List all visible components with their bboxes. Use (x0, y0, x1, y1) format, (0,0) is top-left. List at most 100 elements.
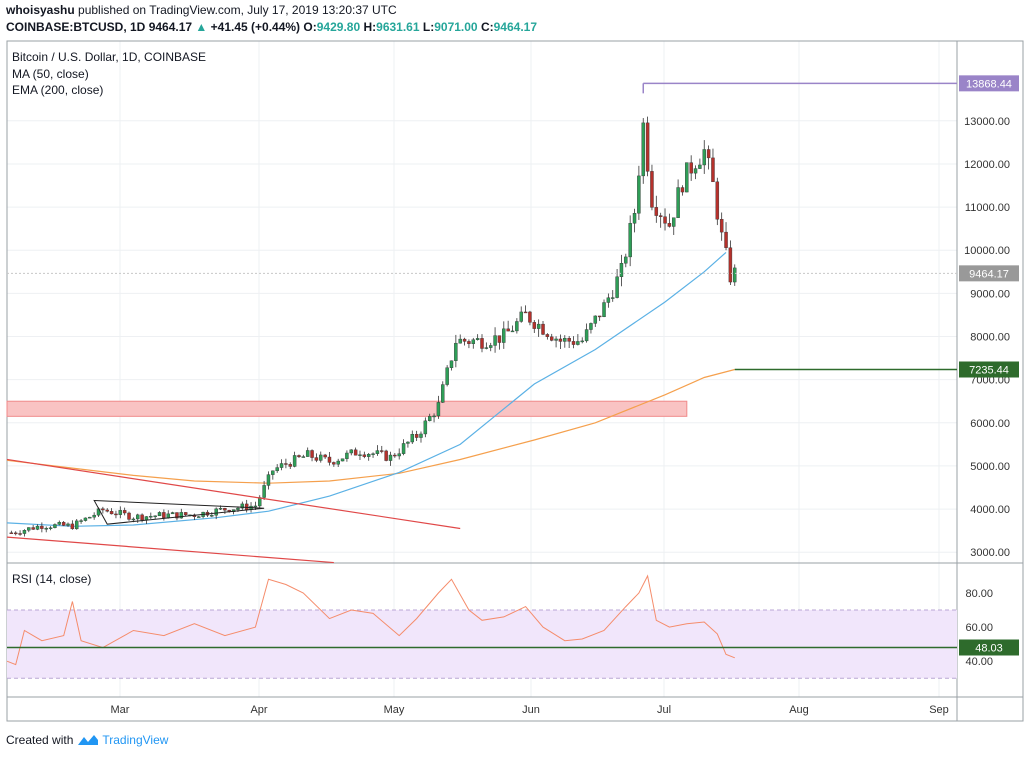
ema-legend: EMA (200, close) (12, 83, 103, 97)
candle-body (136, 514, 140, 520)
candle-body (615, 276, 619, 298)
candle-body (223, 507, 227, 511)
candle-body (401, 443, 406, 454)
candle-body (576, 341, 580, 345)
candle (693, 165, 698, 180)
candle-body (44, 527, 48, 530)
candle-body (702, 149, 706, 166)
candle (580, 337, 584, 344)
price-tags: 13868.44 9464.17 7235.44 48.03 (959, 75, 1019, 656)
candle (83, 517, 88, 522)
candle-body (558, 338, 563, 342)
candle (48, 526, 53, 531)
candle (571, 336, 576, 349)
candle (733, 264, 737, 286)
x-tick-label: Apr (250, 704, 267, 716)
candle-body (288, 464, 292, 467)
candle (109, 508, 114, 515)
candle (593, 315, 598, 327)
candle-body (253, 505, 258, 508)
candle-body (484, 347, 489, 349)
candle (554, 336, 558, 348)
candle-body (475, 338, 480, 340)
candle-body (166, 513, 170, 518)
candle (57, 520, 62, 526)
candle (515, 318, 519, 334)
candle-body (74, 520, 79, 530)
candle-body (728, 247, 733, 283)
candle-body (406, 441, 410, 444)
candle-body (140, 514, 144, 521)
candle-body (432, 415, 436, 418)
candle (558, 334, 563, 350)
candle (74, 518, 79, 530)
rsi-band (7, 610, 957, 679)
candle (462, 337, 467, 346)
candle-body (427, 416, 432, 422)
candle (624, 253, 628, 268)
x-tick-label: May (384, 704, 405, 716)
candle (118, 506, 123, 519)
candle (366, 452, 371, 461)
candle (658, 212, 663, 228)
candle (127, 511, 131, 521)
candle (645, 116, 650, 177)
grid (6, 40, 1024, 722)
candle (672, 217, 676, 235)
candle (70, 520, 75, 530)
candle (79, 518, 83, 524)
candle (436, 395, 441, 419)
candle-body (275, 467, 279, 472)
low-label: L: (422, 20, 435, 34)
candle (27, 527, 31, 533)
candle-body (362, 454, 367, 457)
x-tick-label: Jul (657, 704, 671, 716)
candle (175, 512, 179, 521)
candle (201, 511, 205, 519)
candle (488, 342, 493, 352)
candle (375, 445, 380, 456)
candle (502, 321, 506, 349)
candle (310, 449, 314, 462)
candle-body (258, 497, 262, 507)
candle (567, 336, 571, 349)
candle-body (61, 522, 66, 526)
high-price-tag-bg (959, 75, 1019, 92)
candle (332, 461, 336, 467)
author-name[interactable]: whoisyashu (6, 3, 75, 17)
candle (9, 530, 14, 535)
candle (210, 512, 214, 518)
candle-body (536, 323, 541, 329)
candle-body (340, 458, 345, 462)
candle (680, 185, 685, 196)
candle-body (414, 434, 419, 438)
y-tick-label: 4000.00 (970, 504, 1010, 516)
candle (597, 315, 602, 321)
x-tick-label: Mar (111, 704, 130, 716)
candle-body (66, 523, 70, 526)
y-tick-label: 6000.00 (970, 418, 1010, 430)
candle-body (611, 297, 615, 299)
candle-body (210, 515, 214, 517)
candle (362, 451, 367, 459)
high-value: 9631.61 (376, 20, 420, 34)
candle-body (580, 340, 584, 343)
candle-body (262, 485, 266, 498)
candle-body (109, 511, 114, 515)
candle-body (236, 507, 240, 510)
candle (18, 530, 22, 536)
candle-body (144, 516, 149, 521)
candle (35, 524, 40, 531)
candle-body (698, 164, 702, 169)
ema-price-tag-bg (959, 361, 1019, 378)
tradingview-brand[interactable]: TradingView (102, 733, 169, 747)
candle (650, 164, 654, 211)
candle-body (528, 311, 532, 323)
y-tick-label: 11000.00 (965, 202, 1010, 214)
candle-body (658, 215, 663, 217)
y-tick-label: 3000.00 (970, 547, 1010, 559)
candle (676, 179, 680, 218)
chart-labels: Bitcoin / U.S. Dollar, 1D, COINBASE MA (… (12, 50, 206, 586)
candle-body (549, 336, 554, 341)
